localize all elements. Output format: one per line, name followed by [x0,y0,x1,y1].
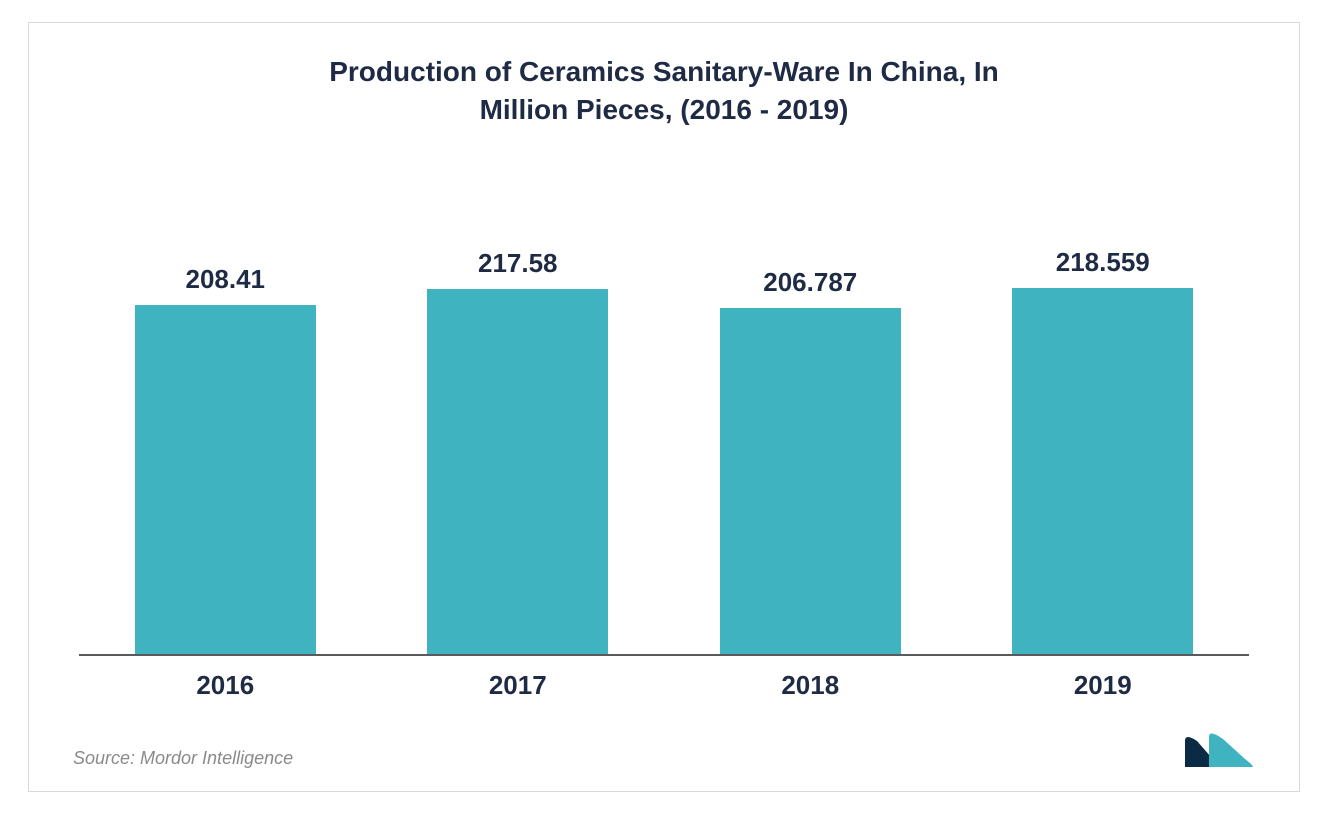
bar-rect [720,308,901,656]
brand-logo [1183,727,1255,769]
bar-value-label: 217.58 [478,248,558,279]
bar-slot: 218.559 [957,151,1250,656]
bar-value-label: 208.41 [185,264,265,295]
bar-slot: 217.58 [372,151,665,656]
source-caption: Source: Mordor Intelligence [73,748,293,769]
x-axis-label: 2019 [957,670,1250,701]
bar-slot: 206.787 [664,151,957,656]
x-axis-label: 2017 [372,670,665,701]
bar-rect [427,289,608,656]
bars-group: 208.41 217.58 206.787 218.559 [79,151,1249,656]
bar-value-label: 218.559 [1056,247,1150,278]
mordor-logo-icon [1183,727,1255,769]
x-axis-label: 2016 [79,670,372,701]
plot-area: 208.41 217.58 206.787 218.559 [79,151,1249,656]
x-axis-line [79,654,1249,656]
chart-footer: Source: Mordor Intelligence [69,727,1259,769]
bar-rect [1012,288,1193,656]
bar-rect [135,305,316,656]
bar-slot: 208.41 [79,151,372,656]
x-axis-labels: 2016201720182019 [79,670,1249,701]
chart-container: Production of Ceramics Sanitary-Ware In … [28,22,1300,792]
title-line-2: Million Pieces, (2016 - 2019) [480,94,849,125]
bar-value-label: 206.787 [763,267,857,298]
title-line-1: Production of Ceramics Sanitary-Ware In … [329,56,999,87]
x-axis-label: 2018 [664,670,957,701]
chart-title: Production of Ceramics Sanitary-Ware In … [329,53,999,129]
